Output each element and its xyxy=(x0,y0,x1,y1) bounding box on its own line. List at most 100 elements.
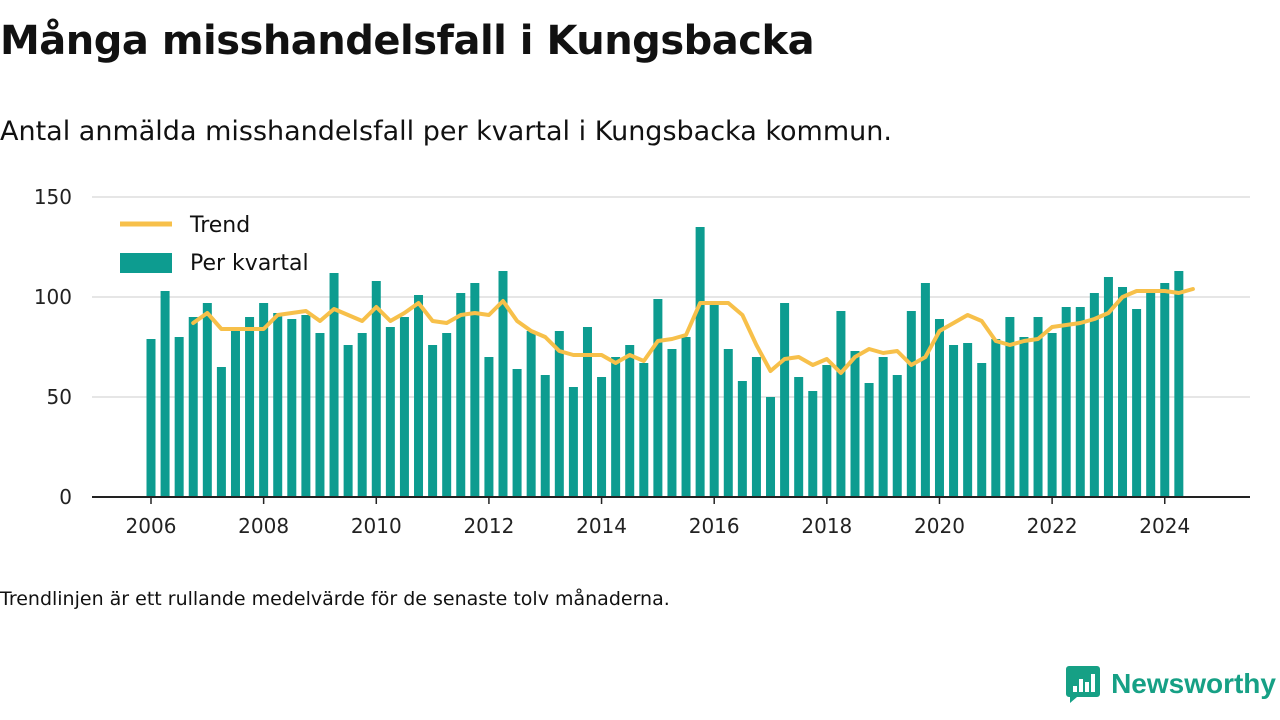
bar-42 xyxy=(737,381,747,497)
legend-bars-label: Per kvartal xyxy=(190,251,309,276)
bar-31 xyxy=(582,327,592,497)
bar-24 xyxy=(484,357,494,497)
bar-51 xyxy=(864,383,874,497)
x-tick-label-2020: 2020 xyxy=(914,514,965,538)
axes: 2006 2008 2010 2012 2014 2016 2018 2020 2022 2024 xyxy=(92,496,1250,538)
bar-58 xyxy=(963,343,973,497)
bar-59 xyxy=(977,363,987,497)
newsworthy-chart-icon xyxy=(1066,666,1101,703)
bar-62 xyxy=(1019,337,1029,497)
y-tick-label-50: 50 xyxy=(47,385,72,409)
bar-50 xyxy=(850,351,860,497)
chart-subtitle: Antal anmälda misshandelsfall per kvarta… xyxy=(0,116,892,147)
x-tick-label-2016: 2016 xyxy=(689,514,740,538)
x-tick-label-2012: 2012 xyxy=(463,514,514,538)
x-tick-label-2024: 2024 xyxy=(1139,514,1190,538)
bar-35 xyxy=(639,363,649,497)
bar-52 xyxy=(878,357,888,497)
bar-25 xyxy=(498,271,508,497)
brand-logo[interactable]: Newsworthy xyxy=(1065,664,1276,704)
bar-66 xyxy=(1075,307,1085,497)
bar-23 xyxy=(470,283,480,497)
bar-60 xyxy=(991,339,1001,497)
bar-11 xyxy=(301,315,311,497)
bar-33 xyxy=(611,357,621,497)
y-tick-label-150: 150 xyxy=(34,185,72,209)
bar-18 xyxy=(399,317,409,497)
y-tick-label-100: 100 xyxy=(34,285,72,309)
x-tick-label-2006: 2006 xyxy=(126,514,177,538)
bar-13 xyxy=(329,273,339,497)
bar-5 xyxy=(216,367,226,497)
bar-30 xyxy=(568,387,578,497)
bar-61 xyxy=(1005,317,1015,497)
bar-17 xyxy=(385,327,395,497)
bar-29 xyxy=(554,331,564,497)
bar-46 xyxy=(794,377,804,497)
bar-0 xyxy=(146,339,156,497)
bar-67 xyxy=(1089,293,1099,497)
x-tick-label-2022: 2022 xyxy=(1027,514,1078,538)
bar-32 xyxy=(597,377,607,497)
x-tick-label-2010: 2010 xyxy=(351,514,402,538)
bar-14 xyxy=(343,345,353,497)
bar-55 xyxy=(920,283,930,497)
y-tick-label-0: 0 xyxy=(59,485,72,509)
bar-27 xyxy=(526,331,536,497)
bar-48 xyxy=(822,365,832,497)
bar-43 xyxy=(751,357,761,497)
bar-34 xyxy=(625,345,635,497)
bar-2 xyxy=(174,337,184,497)
bar-41 xyxy=(723,349,733,497)
bar-36 xyxy=(653,299,663,497)
bar-56 xyxy=(934,319,944,497)
bar-45 xyxy=(780,303,790,497)
bar-47 xyxy=(808,391,818,497)
bar-10 xyxy=(287,319,297,497)
brand-name: Newsworthy xyxy=(1111,668,1276,699)
bar-37 xyxy=(667,349,677,497)
bar-68 xyxy=(1103,277,1113,497)
trend-line xyxy=(191,287,1195,375)
x-tick-label-2014: 2014 xyxy=(576,514,627,538)
bar-40 xyxy=(709,303,719,497)
bar-69 xyxy=(1118,287,1128,497)
bar-series-per-kvartal xyxy=(146,227,1184,497)
bar-15 xyxy=(357,333,367,497)
bar-22 xyxy=(456,293,466,497)
bar-73 xyxy=(1174,271,1184,497)
bar-57 xyxy=(949,345,959,497)
bar-64 xyxy=(1047,333,1057,497)
page-title: Många misshandelsfall i Kungsbacka xyxy=(0,18,815,64)
bar-6 xyxy=(230,329,240,497)
bar-70 xyxy=(1132,309,1142,497)
bar-63 xyxy=(1033,317,1043,497)
footnote: Trendlinjen är ett rullande medelvärde f… xyxy=(0,588,670,610)
bar-21 xyxy=(442,333,452,497)
bar-16 xyxy=(371,281,381,497)
bar-53 xyxy=(892,375,902,497)
bar-38 xyxy=(681,337,691,497)
bar-19 xyxy=(414,295,424,497)
bar-72 xyxy=(1160,283,1170,497)
bar-54 xyxy=(906,311,916,497)
legend: Trend Per kvartal xyxy=(120,213,309,276)
bar-71 xyxy=(1146,289,1156,497)
bar-39 xyxy=(695,227,705,497)
bar-8 xyxy=(259,303,269,497)
bar-1 xyxy=(160,291,170,497)
x-tick-label-2018: 2018 xyxy=(801,514,852,538)
legend-trend-label: Trend xyxy=(189,213,250,238)
bar-26 xyxy=(512,369,522,497)
bar-12 xyxy=(315,333,325,497)
bar-49 xyxy=(836,311,846,497)
legend-bars-swatch xyxy=(120,253,172,273)
bar-9 xyxy=(273,313,283,497)
bar-28 xyxy=(540,375,550,497)
bar-20 xyxy=(428,345,438,497)
bar-3 xyxy=(188,317,198,497)
x-tick-label-2008: 2008 xyxy=(238,514,289,538)
line-series-trend xyxy=(191,287,1195,375)
bar-44 xyxy=(766,397,776,497)
